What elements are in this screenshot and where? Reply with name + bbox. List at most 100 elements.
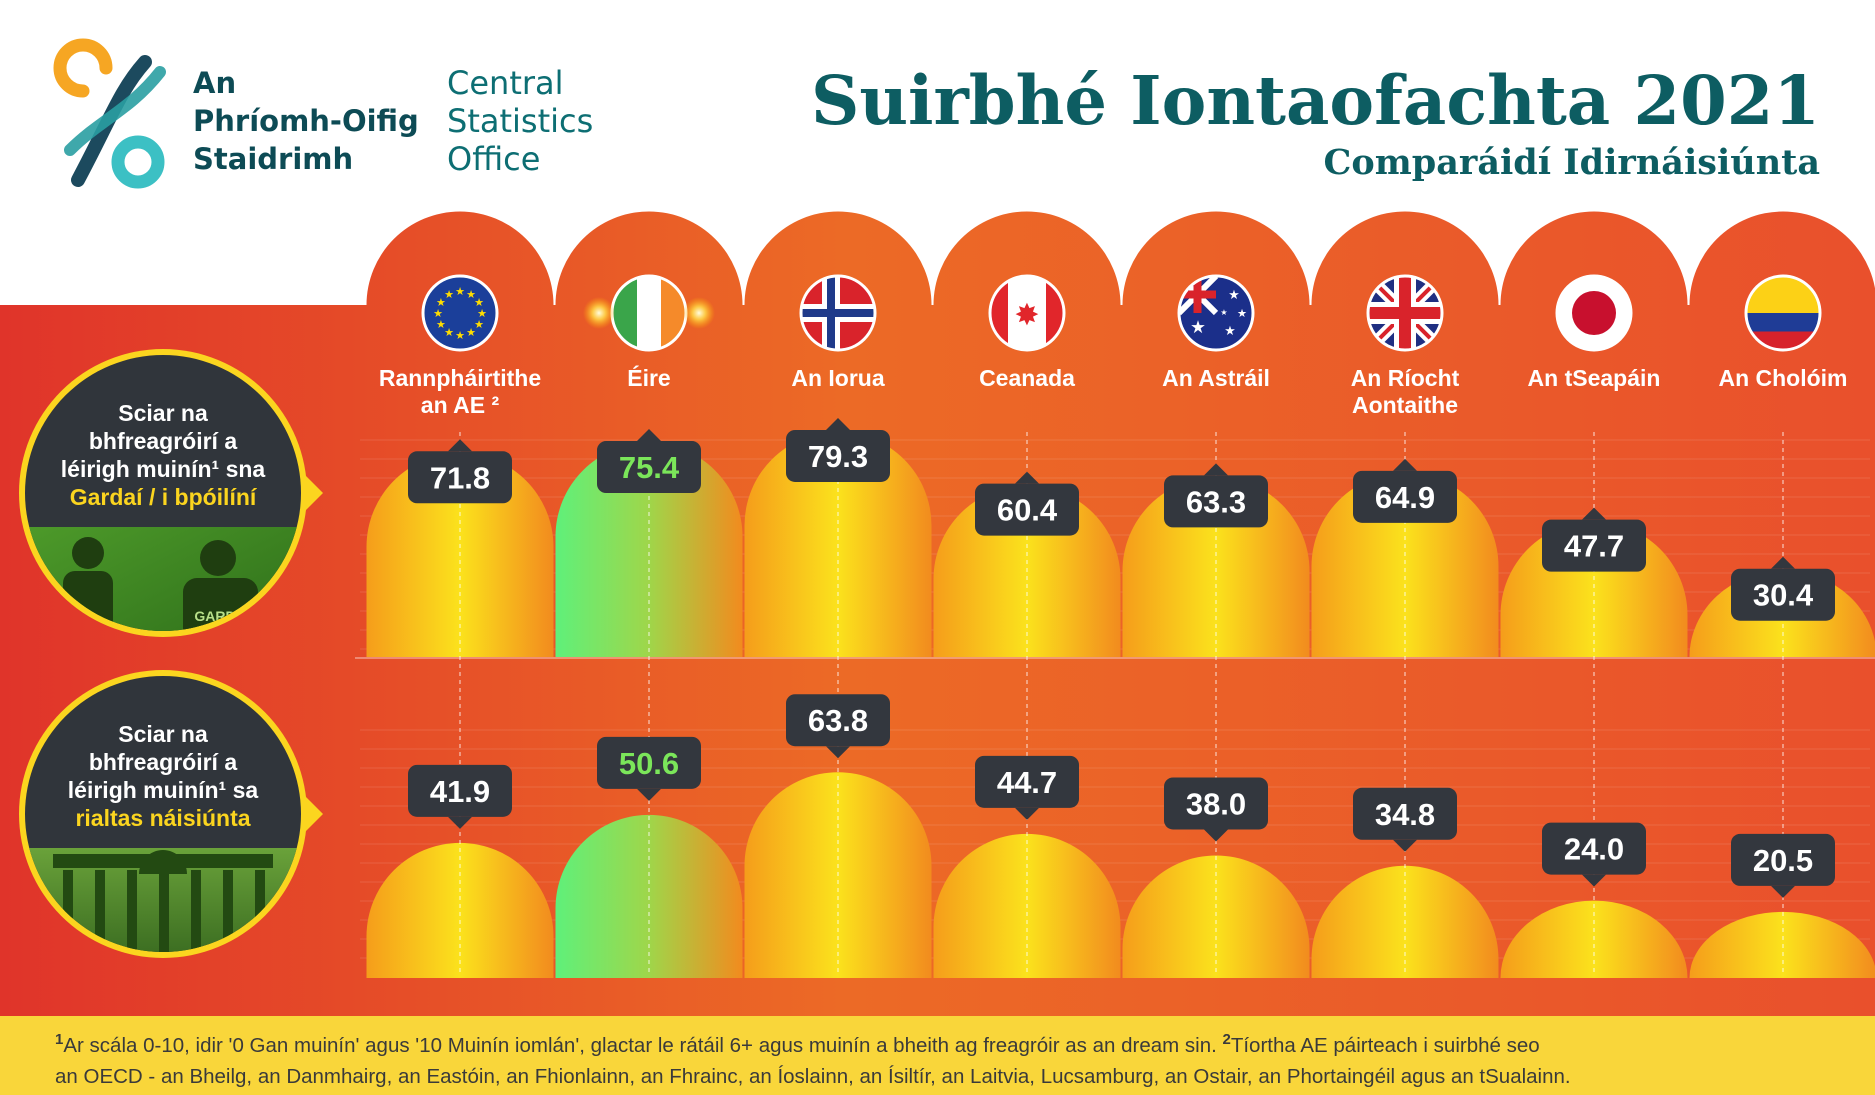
data-label-2-3: 63.8 bbox=[786, 694, 890, 759]
data-label-2-2: 50.6 bbox=[597, 736, 701, 801]
officer-head-icon bbox=[200, 540, 236, 576]
footnote-line-1: 1Ar scála 0-10, idir '0 Gan muinín' agus… bbox=[55, 1024, 1875, 1061]
row-label-text: bhfreagróirí a bbox=[89, 428, 237, 454]
label-box bbox=[1542, 519, 1646, 572]
glow-left bbox=[583, 297, 615, 329]
footnote-text: Ar scála 0-10, idir '0 Gan muinín' agus … bbox=[63, 1033, 1217, 1057]
svg-text:★: ★ bbox=[1228, 288, 1239, 303]
data-label-1-5: 63.3 bbox=[1164, 463, 1268, 528]
logo-teal-stroke bbox=[64, 66, 166, 156]
data-label-text: 75.4 bbox=[619, 450, 680, 485]
country-name: An Iorua bbox=[791, 365, 884, 391]
logo-teal-loop bbox=[111, 135, 165, 189]
label-pointer bbox=[1393, 839, 1417, 852]
data-label-text: 38.0 bbox=[1186, 786, 1246, 821]
label-box bbox=[1353, 470, 1457, 523]
row-label-text: bhfreagróirí a bbox=[89, 749, 237, 775]
svg-text:★: ★ bbox=[444, 326, 454, 339]
data-label-text: 60.4 bbox=[997, 493, 1058, 528]
country-name: Éire bbox=[627, 364, 670, 391]
flag-ring bbox=[1744, 274, 1822, 352]
footnote-line-2: an OECD - an Bheilg, an Danmhairg, an Ea… bbox=[55, 1064, 1571, 1088]
flag-ring bbox=[1177, 274, 1255, 352]
logo-line: Statistics bbox=[447, 102, 594, 140]
label-box bbox=[1164, 475, 1268, 528]
data-label-text: 44.7 bbox=[997, 765, 1057, 800]
data-label-text: 20.5 bbox=[1753, 843, 1813, 878]
svg-text:★: ★ bbox=[477, 307, 487, 320]
svg-text:★: ★ bbox=[474, 318, 484, 331]
label-box bbox=[786, 429, 890, 482]
data-label-1-8: 30.4 bbox=[1731, 556, 1835, 621]
row-label-text: Sciar na bbox=[118, 400, 208, 426]
cso-logo-mark bbox=[53, 38, 166, 189]
label-box bbox=[786, 694, 890, 747]
label-pointer bbox=[1771, 556, 1795, 569]
logo-line: Central bbox=[447, 64, 564, 102]
data-label-1-3: 79.3 bbox=[786, 417, 890, 482]
label-box bbox=[408, 764, 512, 817]
data-label-text: 64.9 bbox=[1375, 480, 1435, 515]
country-name: An Astráil bbox=[1162, 365, 1270, 391]
data-label-text: 79.3 bbox=[808, 439, 868, 474]
building-column bbox=[159, 870, 169, 952]
label-pointer bbox=[826, 417, 850, 430]
label-pointer bbox=[1204, 463, 1228, 476]
building-column bbox=[95, 870, 105, 952]
svg-text:★: ★ bbox=[1220, 308, 1227, 317]
label-pointer bbox=[1015, 807, 1039, 820]
bar-1-2 bbox=[555, 443, 743, 657]
page-subtitle: Comparáidí Idirnáisiúnta bbox=[1323, 142, 1821, 183]
footnote-text: Tíortha AE páirteach i suirbhé seo bbox=[1230, 1033, 1540, 1057]
data-label-2-8: 20.5 bbox=[1731, 833, 1835, 898]
svg-text:★: ★ bbox=[1190, 318, 1206, 338]
data-label-text: 30.4 bbox=[1753, 578, 1814, 613]
country-name: Aontaithe bbox=[1352, 392, 1458, 418]
page-title-block: Suirbhé Iontaofachta 2021 Comparáidí Idi… bbox=[811, 60, 1820, 184]
data-label-2-7: 24.0 bbox=[1542, 822, 1646, 887]
svg-text:★: ★ bbox=[1224, 324, 1235, 339]
data-label-text: 24.0 bbox=[1564, 832, 1624, 867]
svg-text:★: ★ bbox=[466, 326, 476, 339]
colombia-flag-icon bbox=[1744, 274, 1822, 352]
japan-flag-icon bbox=[1555, 274, 1633, 352]
label-pointer bbox=[1582, 507, 1606, 520]
label-box bbox=[1164, 777, 1268, 830]
flag-ring bbox=[799, 274, 877, 352]
data-label-2-1: 41.9 bbox=[408, 764, 512, 829]
label-box bbox=[975, 755, 1079, 808]
data-label-2-5: 38.0 bbox=[1164, 777, 1268, 842]
svg-text:✸: ✸ bbox=[1014, 298, 1039, 333]
data-label-1-2: 75.4 bbox=[597, 429, 701, 494]
data-label-text: 47.7 bbox=[1564, 529, 1624, 564]
country-name: An tSeapáin bbox=[1528, 365, 1661, 391]
row-label-highlight: rialtas náisiúnta bbox=[75, 805, 250, 831]
building-column bbox=[191, 870, 201, 952]
uk-flag-icon bbox=[1366, 274, 1444, 352]
label-pointer bbox=[448, 816, 472, 829]
svg-text:★: ★ bbox=[455, 329, 465, 342]
svg-text:★: ★ bbox=[474, 296, 484, 309]
label-pointer bbox=[1393, 458, 1417, 471]
logo-orange-loop bbox=[53, 38, 113, 98]
country-name: Rannpháirtithe bbox=[379, 365, 541, 391]
data-label-2-4: 44.7 bbox=[975, 755, 1079, 820]
label-pointer bbox=[637, 788, 661, 801]
data-label-text: 34.8 bbox=[1375, 797, 1435, 832]
officer-body-icon bbox=[183, 578, 258, 631]
logo-line: Phríomh-Oifig bbox=[193, 104, 419, 138]
label-pointer bbox=[1582, 874, 1606, 887]
label-pointer bbox=[637, 429, 661, 442]
label-pointer bbox=[826, 746, 850, 759]
svg-text:★: ★ bbox=[1237, 307, 1247, 320]
eu-flag-icon: ★★★★★★★★★ ★ ★★ bbox=[421, 274, 499, 352]
label-box bbox=[408, 451, 512, 504]
label-box bbox=[1353, 787, 1457, 840]
flag-ring bbox=[1366, 274, 1444, 352]
footnote-mark: 2 bbox=[1222, 1031, 1231, 1048]
data-label-text: 71.8 bbox=[430, 460, 490, 495]
label-box bbox=[1731, 568, 1835, 621]
data-label-1-6: 64.9 bbox=[1353, 458, 1457, 523]
